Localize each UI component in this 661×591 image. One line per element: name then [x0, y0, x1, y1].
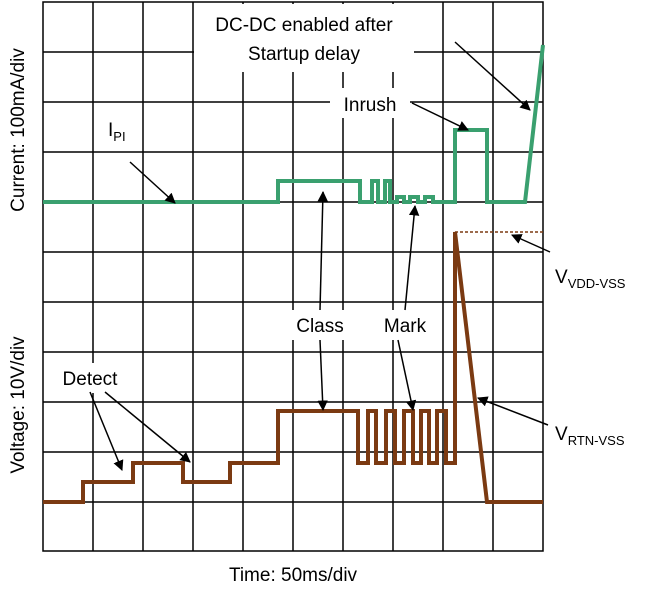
label-bg	[330, 88, 410, 118]
label-class: Class	[296, 316, 344, 337]
label-vdd-sub: VDD-VSS	[568, 276, 626, 291]
label-bg	[285, 310, 355, 340]
label-vdd: VVDD-VSS	[555, 267, 626, 291]
annotation: Startup delay	[248, 44, 360, 65]
arrows	[89, 41, 551, 471]
label-vrtn: VRTN-VSS	[555, 424, 625, 448]
grid	[43, 2, 543, 551]
label-detect: Detect	[63, 369, 119, 390]
label-inrush: Inrush	[344, 95, 397, 116]
label-bg	[52, 363, 132, 393]
label-vrtn-sub: RTN-VSS	[568, 433, 625, 448]
label-bg	[100, 112, 140, 144]
axis-label-current: Current: 100mA/div	[8, 48, 29, 212]
label-ipi: IPI	[108, 120, 126, 144]
frame	[42, 1, 544, 552]
label-vdd-main: V	[555, 267, 568, 288]
label-ipi-main: I	[108, 120, 113, 141]
axis-label-voltage: Voltage: 10V/div	[8, 336, 29, 474]
axis-label-time: Time: 50ms/div	[229, 565, 358, 586]
current-waveform	[43, 44, 545, 204]
annotation: DC-DC enabled after	[215, 15, 393, 36]
label-bg	[373, 310, 438, 340]
label-ipi-sub: PI	[113, 129, 125, 144]
voltage-waveform	[43, 231, 543, 504]
label-mark: Mark	[384, 316, 427, 337]
label-bg	[194, 4, 414, 72]
label-vrtn-main: V	[555, 424, 568, 445]
